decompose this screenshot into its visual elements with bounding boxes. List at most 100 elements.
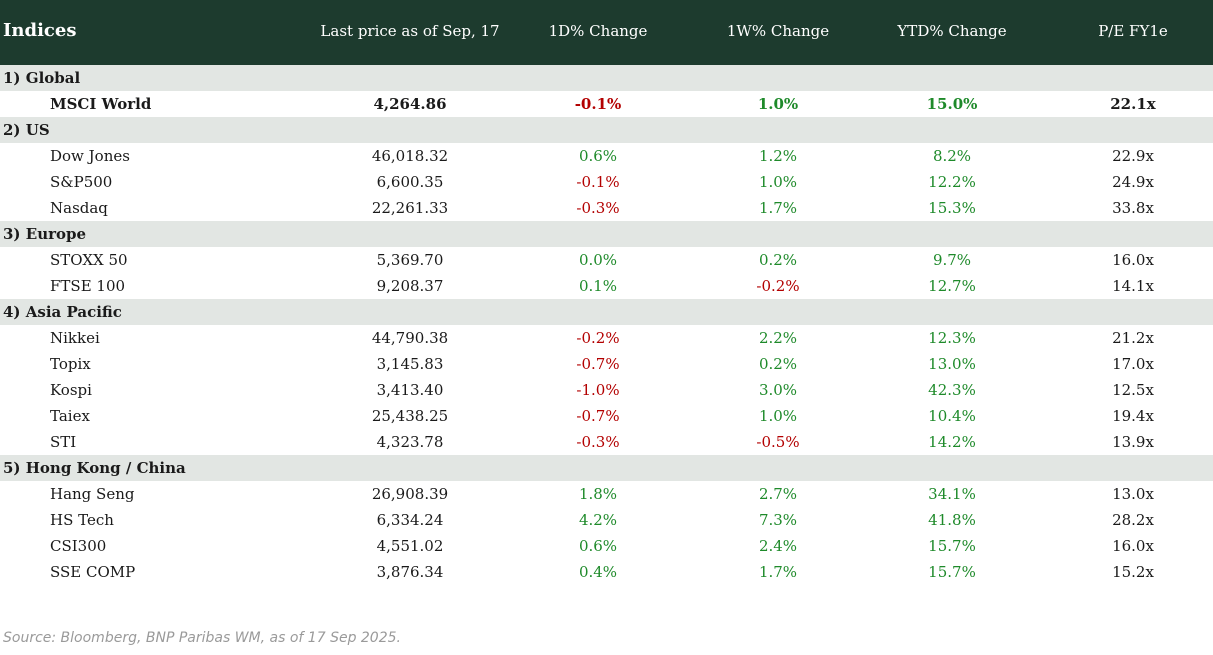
change-1d-cell: -0.7% (576, 355, 620, 373)
pe-cell: 16.0x (1112, 537, 1154, 555)
last-price-cell: 4,551.02 (376, 537, 444, 555)
section-header-row: 1) Global (0, 65, 1213, 91)
table-row: Nikkei 44,790.38 -0.2% 2.2% 12.3% 21.2x (0, 325, 1213, 351)
change-ytd-cell: 9.7% (932, 251, 972, 269)
change-ytd-cell: 15.7% (928, 563, 976, 581)
pe-cell: 14.1x (1112, 277, 1154, 295)
table-row: Topix 3,145.83 -0.7% 0.2% 13.0% 17.0x (0, 351, 1213, 377)
index-name: Nikkei (50, 329, 100, 347)
pe-cell: 12.5x (1112, 381, 1154, 399)
change-1d-cell: 0.6% (578, 537, 618, 555)
section-header-row: 2) US (0, 117, 1213, 143)
index-name: Dow Jones (50, 147, 130, 165)
change-1w-cell: 1.0% (757, 95, 799, 113)
section-header-row: 4) Asia Pacific (0, 299, 1213, 325)
change-1d-cell: 1.8% (578, 485, 618, 503)
column-header-1d-change: 1D% Change (548, 22, 648, 40)
column-header-price: Last price as of Sep, 17 (320, 22, 500, 40)
change-1w-cell: 1.0% (758, 173, 798, 191)
table-row: FTSE 100 9,208.37 0.1% -0.2% 12.7% 14.1x (0, 273, 1213, 299)
last-price-cell: 3,145.83 (376, 355, 444, 373)
change-ytd-cell: 14.2% (928, 433, 976, 451)
change-1w-cell: -0.2% (756, 277, 800, 295)
last-price-cell: 6,600.35 (376, 173, 444, 191)
index-name: MSCI World (50, 95, 152, 113)
change-1w-cell: 2.4% (758, 537, 798, 555)
change-ytd-cell: 41.8% (928, 511, 976, 529)
section-label: 5) Hong Kong / China (3, 459, 186, 477)
table-row: STOXX 50 5,369.70 0.0% 0.2% 9.7% 16.0x (0, 247, 1213, 273)
table-row: Taiex 25,438.25 -0.7% 1.0% 10.4% 19.4x (0, 403, 1213, 429)
last-price-cell: 3,413.40 (376, 381, 444, 399)
change-1w-cell: 1.7% (758, 199, 798, 217)
indices-table-body: 1) Global MSCI World 4,264.86 -0.1% 1.0% 15.0… (0, 65, 1213, 585)
table-row: STI 4,323.78 -0.3% -0.5% 14.2% 13.9x (0, 429, 1213, 455)
table-row: Nasdaq 22,261.33 -0.3% 1.7% 15.3% 33.8x (0, 195, 1213, 221)
change-1d-cell: -1.0% (576, 381, 620, 399)
index-name: STOXX 50 (50, 251, 128, 269)
last-price-cell: 5,369.70 (376, 251, 444, 269)
last-price-cell: 4,323.78 (376, 433, 444, 451)
last-price-cell: 3,876.34 (376, 563, 444, 581)
last-price-cell: 22,261.33 (371, 199, 449, 217)
last-price-cell: 4,264.86 (373, 95, 447, 113)
index-name: S&P500 (50, 173, 113, 191)
change-1w-cell: 0.2% (758, 251, 798, 269)
index-name: Kospi (50, 381, 92, 399)
index-name: FTSE 100 (50, 277, 126, 295)
section-label: 3) Europe (3, 225, 87, 243)
pe-cell: 17.0x (1112, 355, 1154, 373)
change-ytd-cell: 15.0% (926, 95, 978, 113)
change-ytd-cell: 13.0% (928, 355, 976, 373)
pe-cell: 22.9x (1112, 147, 1154, 165)
last-price-cell: 44,790.38 (371, 329, 449, 347)
index-name: CSI300 (50, 537, 107, 555)
change-ytd-cell: 42.3% (928, 381, 976, 399)
pe-cell: 13.0x (1112, 485, 1154, 503)
change-ytd-cell: 34.1% (928, 485, 976, 503)
pe-cell: 16.0x (1112, 251, 1154, 269)
pe-cell: 13.9x (1112, 433, 1154, 451)
index-name: Taiex (50, 407, 90, 425)
change-1d-cell: -0.2% (576, 329, 620, 347)
change-1w-cell: 2.2% (758, 329, 798, 347)
table-row: Kospi 3,413.40 -1.0% 3.0% 42.3% 12.5x (0, 377, 1213, 403)
section-header-row: 5) Hong Kong / China (0, 455, 1213, 481)
pe-cell: 19.4x (1112, 407, 1154, 425)
change-1w-cell: 7.3% (758, 511, 798, 529)
change-ytd-cell: 12.7% (928, 277, 976, 295)
section-header-row: 3) Europe (0, 221, 1213, 247)
change-1d-cell: 0.1% (578, 277, 618, 295)
change-1d-cell: 0.4% (578, 563, 618, 581)
change-ytd-cell: 10.4% (928, 407, 976, 425)
table-row: CSI300 4,551.02 0.6% 2.4% 15.7% 16.0x (0, 533, 1213, 559)
table-row: SSE COMP 3,876.34 0.4% 1.7% 15.7% 15.2x (0, 559, 1213, 585)
last-price-cell: 25,438.25 (371, 407, 449, 425)
table-row: MSCI World 4,264.86 -0.1% 1.0% 15.0% 22.1x (0, 91, 1213, 117)
pe-cell: 24.9x (1112, 173, 1154, 191)
table-title: Indices (3, 20, 77, 41)
change-ytd-cell: 12.2% (928, 173, 976, 191)
last-price-cell: 26,908.39 (371, 485, 449, 503)
source-note: Source: Bloomberg, BNP Paribas WM, as of… (3, 630, 401, 646)
pe-cell: 15.2x (1112, 563, 1154, 581)
section-label: 2) US (3, 121, 50, 139)
column-header-pe: P/E FY1e (1098, 22, 1168, 40)
change-1w-cell: 0.2% (758, 355, 798, 373)
change-1w-cell: 3.0% (758, 381, 798, 399)
change-1w-cell: -0.5% (756, 433, 800, 451)
index-name: Nasdaq (50, 199, 108, 217)
table-row: Dow Jones 46,018.32 0.6% 1.2% 8.2% 22.9x (0, 143, 1213, 169)
section-label: 4) Asia Pacific (3, 303, 122, 321)
change-1d-cell: 0.0% (578, 251, 618, 269)
change-1w-cell: 1.7% (758, 563, 798, 581)
change-1d-cell: -0.1% (574, 95, 622, 113)
change-ytd-cell: 15.3% (928, 199, 976, 217)
table-row: S&P500 6,600.35 -0.1% 1.0% 12.2% 24.9x (0, 169, 1213, 195)
change-1d-cell: 4.2% (578, 511, 618, 529)
table-row: HS Tech 6,334.24 4.2% 7.3% 41.8% 28.2x (0, 507, 1213, 533)
index-name: Topix (50, 355, 91, 373)
last-price-cell: 6,334.24 (376, 511, 444, 529)
change-1w-cell: 1.2% (758, 147, 798, 165)
table-header: Indices Last price as of Sep, 17 1D% Cha… (0, 0, 1213, 65)
